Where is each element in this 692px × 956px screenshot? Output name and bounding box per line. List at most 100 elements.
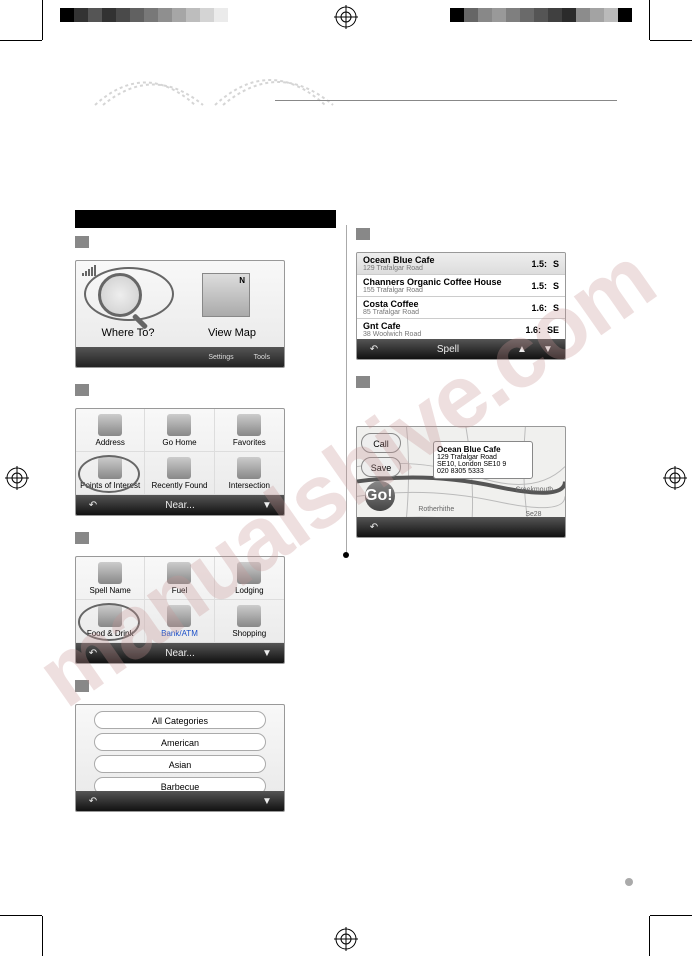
view-map-button[interactable]: View Map <box>202 273 262 339</box>
registration-mark-icon <box>334 5 358 29</box>
back-button[interactable]: ↶ <box>84 498 102 512</box>
tools-button[interactable]: Tools <box>254 354 270 361</box>
step-number-icon <box>75 532 89 544</box>
poi-label: Favorites <box>233 438 266 447</box>
registration-mark-icon <box>334 927 358 951</box>
down-button[interactable]: ▼ <box>258 646 276 660</box>
poi-icon <box>237 414 261 436</box>
step-number-icon <box>356 376 370 388</box>
poi-label: Bank/ATM <box>161 629 198 638</box>
balloon-phone: 020 8305 5333 <box>437 468 529 475</box>
settings-button[interactable]: Settings <box>208 354 233 361</box>
poi-menu-item[interactable]: Favorites <box>215 409 284 452</box>
poi-label: Recently Found <box>151 481 207 490</box>
balloon-addr: 129 Trafalgar Road <box>437 454 529 461</box>
result-name: Channers Organic Coffee House <box>363 277 502 287</box>
poi-label: Shopping <box>232 629 266 638</box>
food-category-list: All CategoriesAmericanAsianBarbecue ↶ ▼ <box>75 704 285 812</box>
step-5 <box>356 228 617 246</box>
call-button[interactable]: Call <box>361 433 401 453</box>
poi-menu-item[interactable]: Address <box>76 409 145 452</box>
down-button[interactable]: ▼ <box>258 794 276 808</box>
view-map-label: View Map <box>202 327 262 339</box>
step-number-icon <box>75 236 89 248</box>
signal-icon <box>82 265 96 276</box>
map-balloon[interactable]: Ocean Blue Cafe 129 Trafalgar Road SE10,… <box>433 441 533 479</box>
step-6 <box>356 376 617 394</box>
poi-icon <box>237 562 261 584</box>
result-name: Ocean Blue Cafe <box>363 255 435 265</box>
result-row[interactable]: Gnt Cafe38 Woolwich Road1.6:SE <box>357 319 565 341</box>
food-category-item[interactable]: Asian <box>94 755 266 773</box>
poi-category-item[interactable]: Bank/ATM <box>145 600 214 643</box>
poi-label: Food & Drink <box>87 629 134 638</box>
result-distance: 1.5: <box>531 259 547 269</box>
where-to-button[interactable]: Where To? <box>98 273 158 339</box>
poi-category-item[interactable]: Spell Name <box>76 557 145 600</box>
down-button[interactable]: ▼ <box>539 342 557 356</box>
result-address: 155 Trafalgar Road <box>363 287 502 294</box>
poi-label: Spell Name <box>89 586 130 595</box>
back-button[interactable]: ↶ <box>84 794 102 808</box>
poi-menu-item[interactable]: Points of Interest <box>76 452 145 495</box>
color-bar <box>450 8 632 22</box>
near-button[interactable]: Near... <box>165 500 194 511</box>
poi-menu-item[interactable]: Intersection <box>215 452 284 495</box>
svg-text:Rotherhithe: Rotherhithe <box>418 506 454 513</box>
poi-menu-item[interactable]: Recently Found <box>145 452 214 495</box>
step-number-icon <box>75 384 89 396</box>
crop-mark <box>0 915 42 916</box>
poi-label: Go Home <box>162 438 196 447</box>
poi-category-item[interactable]: Fuel <box>145 557 214 600</box>
poi-icon <box>167 457 191 479</box>
right-column: Ocean Blue Cafe129 Trafalgar Road1.5:SCh… <box>356 210 617 846</box>
crop-mark <box>42 0 43 40</box>
tire-track-graphic <box>85 50 385 110</box>
spell-button[interactable]: Spell <box>437 344 459 355</box>
go-button[interactable]: Go! <box>365 481 395 511</box>
section-header <box>75 210 336 228</box>
results-screen: Ocean Blue Cafe129 Trafalgar Road1.5:SCh… <box>356 252 566 360</box>
page-content: Where To? View Map Settings Tools Addres… <box>55 50 637 906</box>
svg-text:Creekmouth: Creekmouth <box>515 486 553 493</box>
poi-category-item[interactable]: Shopping <box>215 600 284 643</box>
step-3 <box>75 532 336 550</box>
result-distance: 1.6: <box>531 303 547 313</box>
back-button[interactable]: ↶ <box>84 646 102 660</box>
poi-label: Intersection <box>229 481 270 490</box>
left-column: Where To? View Map Settings Tools Addres… <box>75 210 336 846</box>
up-button[interactable]: ▲ <box>513 342 531 356</box>
poi-label: Address <box>95 438 124 447</box>
step-1 <box>75 236 336 254</box>
back-button[interactable]: ↶ <box>365 520 383 534</box>
poi-icon <box>98 562 122 584</box>
result-row[interactable]: Ocean Blue Cafe129 Trafalgar Road1.5:S <box>357 253 565 275</box>
result-row[interactable]: Costa Coffee85 Trafalgar Road 1.6: S <box>357 297 565 319</box>
poi-category-item[interactable]: Food & Drink <box>76 600 145 643</box>
result-row[interactable]: Channers Organic Coffee House155 Trafalg… <box>357 275 565 297</box>
crop-mark <box>649 0 650 40</box>
food-category-item[interactable]: All Categories <box>94 711 266 729</box>
result-address: 38 Woolwich Road <box>363 331 421 338</box>
poi-icon <box>98 414 122 436</box>
result-distance: 1.5: <box>531 281 547 291</box>
save-button[interactable]: Save <box>361 457 401 477</box>
step-number-icon <box>356 228 370 240</box>
poi-icon <box>237 605 261 627</box>
result-direction: SE <box>547 325 559 335</box>
down-button[interactable]: ▼ <box>258 498 276 512</box>
result-direction: S <box>553 303 559 313</box>
result-address: 85 Trafalgar Road <box>363 309 419 316</box>
back-button[interactable]: ↶ <box>365 342 383 356</box>
poi-category-item[interactable]: Lodging <box>215 557 284 600</box>
crop-mark <box>650 915 692 916</box>
food-category-item[interactable]: American <box>94 733 266 751</box>
poi-menu-item[interactable]: Go Home <box>145 409 214 452</box>
map-screen: Barking Creekmouth Rotherhithe Greenwich… <box>356 426 566 538</box>
result-name: Costa Coffee <box>363 299 419 309</box>
result-direction: S <box>553 281 559 291</box>
result-name: Gnt Cafe <box>363 321 421 331</box>
near-button[interactable]: Near... <box>165 648 194 659</box>
balloon-addr2: SE10, London SE10 9 <box>437 461 529 468</box>
map-icon <box>202 273 250 317</box>
